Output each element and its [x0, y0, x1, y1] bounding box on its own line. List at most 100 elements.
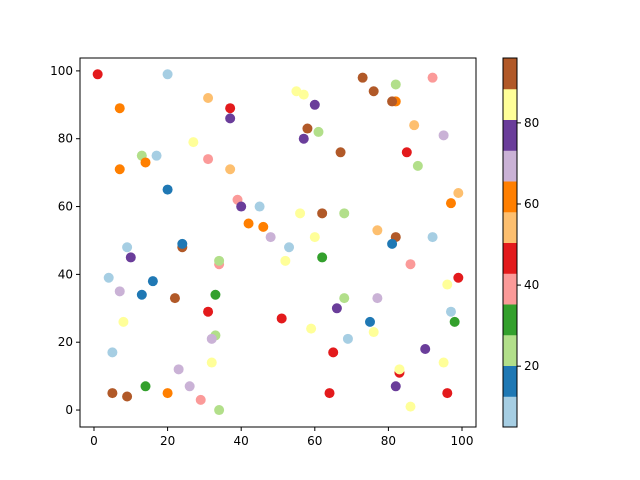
- scatter-point: [206, 357, 217, 368]
- scatter-point: [136, 289, 147, 300]
- y-tick-label: 40: [58, 267, 73, 281]
- scatter-point: [420, 343, 431, 354]
- scatter-point: [214, 255, 225, 266]
- scatter-point: [258, 221, 269, 232]
- y-tick-label: 0: [65, 403, 73, 417]
- colorbar-segment: [503, 58, 517, 90]
- scatter-point: [92, 69, 103, 80]
- scatter-point: [107, 347, 118, 358]
- scatter-point: [225, 103, 236, 114]
- y-tick-label: 20: [58, 335, 73, 349]
- scatter-point: [342, 333, 353, 344]
- scatter-point: [453, 272, 464, 283]
- scatter-point: [298, 89, 309, 100]
- x-axis: 0 20 40 60 80 100: [90, 427, 473, 448]
- scatter-point: [302, 123, 313, 134]
- scatter-point: [280, 255, 291, 266]
- scatter-point: [328, 347, 339, 358]
- scatter-point: [409, 120, 420, 131]
- scatter-point: [449, 316, 460, 327]
- scatter-point: [284, 242, 295, 253]
- scatter-point: [390, 381, 401, 392]
- scatter-point: [276, 313, 287, 324]
- scatter-point: [225, 164, 236, 175]
- scatter-point: [203, 154, 214, 165]
- colorbar-tick-label: 20: [524, 359, 539, 373]
- scatter-point: [405, 259, 416, 270]
- scatter-point: [243, 218, 254, 229]
- colorbar-segment: [503, 119, 517, 151]
- scatter-point: [162, 184, 173, 195]
- scatter-point: [365, 316, 376, 327]
- points-layer: [92, 69, 464, 416]
- colorbar-segment: [503, 211, 517, 243]
- scatter-point: [151, 150, 162, 161]
- scatter-point: [438, 130, 449, 141]
- y-tick-label: 60: [58, 200, 73, 214]
- scatter-point: [122, 391, 133, 402]
- scatter-point: [339, 293, 350, 304]
- x-tick-label: 0: [90, 434, 98, 448]
- x-tick-label: 20: [160, 434, 175, 448]
- scatter-point: [214, 405, 225, 416]
- scatter-point: [427, 232, 438, 243]
- x-tick-label: 80: [381, 434, 396, 448]
- scatter-point: [210, 289, 221, 300]
- scatter-point: [445, 198, 456, 209]
- scatter-point: [453, 187, 464, 198]
- x-tick-label: 100: [451, 434, 474, 448]
- x-tick-label: 40: [234, 434, 249, 448]
- scatter-point: [387, 96, 398, 107]
- y-tick-label: 80: [58, 132, 73, 146]
- scatter-point: [368, 327, 379, 338]
- scatter-point: [309, 232, 320, 243]
- colorbar-frame: [502, 57, 518, 428]
- scatter-point: [140, 157, 151, 168]
- scatter-point: [295, 208, 306, 219]
- scatter-point: [339, 208, 350, 219]
- scatter-point: [254, 201, 265, 212]
- scatter-point: [368, 86, 379, 97]
- scatter-point: [225, 113, 236, 124]
- scatter-point: [122, 242, 133, 253]
- scatter-point: [438, 357, 449, 368]
- scatter-point: [265, 232, 276, 243]
- scatter-point: [387, 238, 398, 249]
- colorbar-tick-label: 40: [524, 278, 539, 292]
- scatter-point: [324, 388, 335, 399]
- scatter-point: [140, 381, 151, 392]
- scatter-point: [405, 401, 416, 412]
- scatter-point: [357, 72, 368, 83]
- scatter-point: [184, 381, 195, 392]
- y-axis: 0 20 40 60 80 100: [50, 64, 80, 417]
- scatter-point: [313, 126, 324, 137]
- scatter-point: [206, 333, 217, 344]
- axes-frame: [79, 57, 477, 428]
- y-tick-label: 100: [50, 64, 73, 78]
- scatter-point: [114, 164, 125, 175]
- scatter-point: [169, 293, 180, 304]
- scatter-point: [195, 394, 206, 405]
- colorbar-segment: [503, 150, 517, 182]
- colorbar-tick-label: 80: [524, 116, 539, 130]
- colorbar-segment: [503, 273, 517, 305]
- scatter-point: [372, 225, 383, 236]
- scatter-point: [147, 276, 158, 287]
- scatter-point: [125, 252, 136, 263]
- scatter-point: [306, 323, 317, 334]
- scatter-point: [114, 103, 125, 114]
- scatter-point: [317, 208, 328, 219]
- scatter-point: [103, 272, 114, 283]
- scatter-point: [401, 147, 412, 158]
- colorbar-segment: [503, 88, 517, 120]
- scatter-point: [331, 303, 342, 314]
- colorbar: 20 40 60 80: [502, 57, 539, 428]
- colorbar-tick-label: 60: [524, 197, 539, 211]
- scatter-point: [442, 388, 453, 399]
- scatter-point: [427, 72, 438, 83]
- scatter-point: [162, 388, 173, 399]
- colorbar-segment: [503, 304, 517, 336]
- scatter-point: [372, 293, 383, 304]
